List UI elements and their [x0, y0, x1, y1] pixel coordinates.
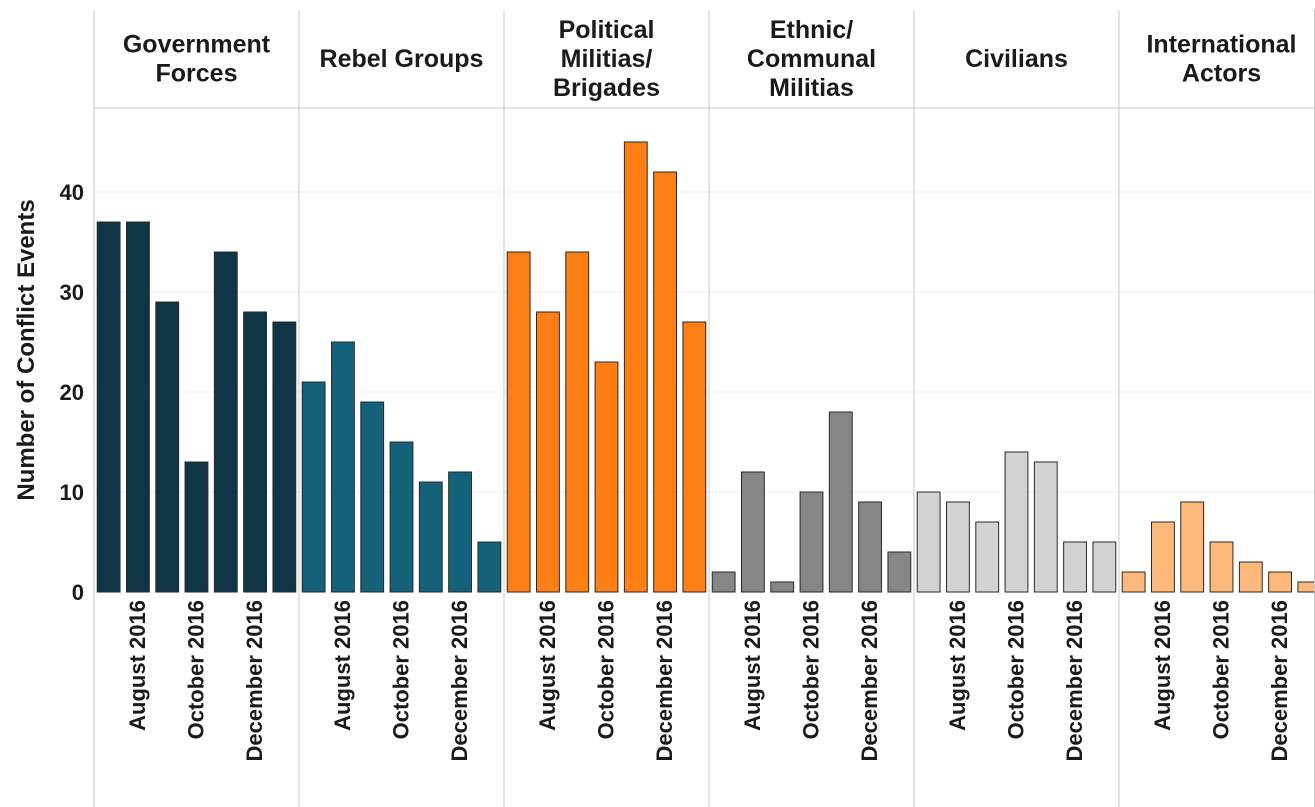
panel-header-civilians: Civilians: [965, 45, 1068, 73]
bar-civilians-2: [975, 521, 1000, 593]
x-tick-label: December 2016: [447, 600, 472, 761]
bar-civilians-0: [916, 491, 941, 593]
bar-ethnic-communal-militias-6: [887, 551, 912, 593]
y-tick-label: 20: [60, 380, 84, 405]
bar-rebel-groups-6: [477, 541, 502, 593]
panel-header-ethnic-communal-militias: Militias: [769, 74, 854, 102]
panel-header-political-militias-brigades: Militias/: [561, 45, 653, 73]
bar-rebel-groups-0: [301, 381, 326, 593]
bar-political-militias-brigades-0: [506, 251, 531, 593]
y-tick-label: 0: [72, 580, 84, 605]
x-tick-label: December 2016: [857, 600, 882, 761]
bar-government-forces-2: [155, 301, 180, 593]
bar-rebel-groups-4: [418, 481, 443, 593]
panel-header-government-forces: Government: [123, 31, 271, 59]
bar-political-militias-brigades-5: [653, 171, 677, 593]
x-tick-label: August 2016: [330, 600, 355, 731]
bar-ethnic-communal-militias-5: [858, 501, 882, 593]
bar-international-actors-0: [1121, 571, 1146, 593]
bar-ethnic-communal-militias-2: [770, 581, 795, 593]
bar-ethnic-communal-militias-1: [741, 471, 765, 593]
bar-international-actors-1: [1151, 521, 1175, 593]
bar-civilians-1: [946, 501, 970, 593]
x-tick-label: December 2016: [1062, 600, 1087, 761]
bar-ethnic-communal-militias-0: [711, 571, 736, 593]
x-tick-label: October 2016: [1004, 600, 1029, 739]
bar-civilians-4: [1033, 461, 1058, 593]
bar-rebel-groups-2: [360, 401, 385, 593]
bar-government-forces-1: [126, 221, 150, 593]
x-tick-label: August 2016: [535, 600, 560, 731]
panel-header-government-forces: Forces: [156, 60, 238, 88]
bar-political-militias-brigades-2: [565, 251, 590, 593]
bar-international-actors-5: [1268, 571, 1292, 593]
bar-government-forces-0: [96, 221, 121, 593]
bar-government-forces-6: [272, 321, 297, 593]
x-tick-label: August 2016: [740, 600, 765, 731]
bar-government-forces-3: [184, 461, 209, 593]
panel-header-rebel-groups: Rebel Groups: [320, 45, 484, 73]
x-tick-label: October 2016: [594, 600, 619, 739]
bar-ethnic-communal-militias-4: [828, 411, 853, 593]
x-tick-label: October 2016: [389, 600, 414, 739]
y-tick-label: 30: [60, 280, 84, 305]
x-tick-label: October 2016: [184, 600, 209, 739]
bar-political-militias-brigades-1: [536, 311, 560, 593]
x-tick-label: August 2016: [945, 600, 970, 731]
x-tick-label: December 2016: [652, 600, 677, 761]
bar-civilians-6: [1092, 541, 1117, 593]
y-axis-label: Number of Conflict Events: [13, 199, 40, 500]
bar-civilians-5: [1063, 541, 1087, 593]
bar-international-actors-2: [1180, 501, 1205, 593]
panel-header-political-militias-brigades: Political: [559, 16, 655, 44]
panel-header-ethnic-communal-militias: Ethnic/: [770, 16, 853, 44]
bar-ethnic-communal-militias-3: [799, 491, 824, 593]
panel-header-international-actors: Actors: [1182, 60, 1261, 88]
x-tick-label: August 2016: [125, 600, 150, 731]
bar-political-militias-brigades-3: [594, 361, 619, 593]
bar-international-actors-6: [1297, 581, 1315, 593]
bar-political-militias-brigades-4: [623, 141, 648, 593]
bar-government-forces-5: [243, 311, 267, 593]
bar-rebel-groups-5: [448, 471, 472, 593]
x-tick-label: December 2016: [1267, 600, 1292, 761]
bar-government-forces-4: [213, 251, 238, 593]
bar-international-actors-4: [1238, 561, 1263, 593]
panel-header-political-militias-brigades: Brigades: [553, 74, 660, 102]
y-tick-label: 40: [60, 180, 84, 205]
x-tick-label: October 2016: [1209, 600, 1234, 739]
x-tick-label: October 2016: [799, 600, 824, 739]
bar-political-militias-brigades-6: [682, 321, 707, 593]
x-tick-label: December 2016: [242, 600, 267, 761]
bar-rebel-groups-3: [389, 441, 414, 593]
y-tick-label: 10: [60, 480, 84, 505]
bar-international-actors-3: [1209, 541, 1234, 593]
bar-civilians-3: [1004, 451, 1029, 593]
bar-rebel-groups-1: [331, 341, 355, 593]
panel-header-international-actors: International: [1146, 31, 1296, 59]
panel-header-ethnic-communal-militias: Communal: [747, 45, 876, 73]
x-tick-label: August 2016: [1150, 600, 1175, 731]
